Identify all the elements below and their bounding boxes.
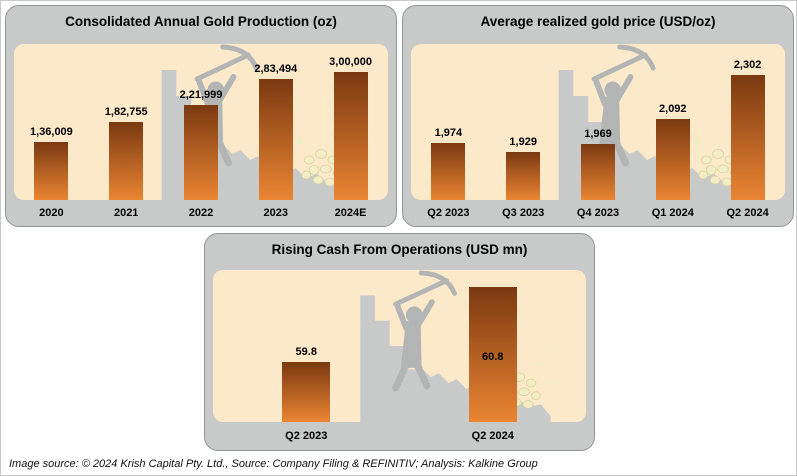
plot-area: 1,974 1,929 1,969 2,092 2,302 — [411, 44, 785, 200]
x-axis-labels: 2020 2021 2022 2023 2024E — [14, 200, 388, 226]
bar-value-label: 1,974 — [434, 127, 463, 139]
bar-q2-2024 — [730, 75, 765, 200]
bar-slot: 1,969 — [561, 44, 636, 200]
bar-q2-2023 — [282, 362, 331, 422]
x-axis-label: Q3 2023 — [502, 207, 545, 219]
bar-q3-2023 — [506, 152, 541, 200]
x-axis-label: Q2 2023 — [285, 430, 328, 442]
bar-value-label: 1,929 — [509, 136, 537, 148]
bar-q2-2023 — [431, 143, 466, 200]
cash-from-operations-chart-panel: Rising Cash From Operations (USD mn) — [204, 233, 595, 451]
bar-slot: 1,929 — [486, 44, 561, 200]
x-axis-label: 2021 — [113, 207, 139, 219]
x-axis-labels: Q2 2023 Q2 2024 — [213, 422, 586, 450]
gold-production-chart-panel: Consolidated Annual Gold Production (oz) — [5, 5, 397, 227]
bar-q2-2024 — [468, 287, 517, 422]
bar-slot: 1,82,755 — [89, 44, 164, 200]
x-axis-label: Q2 2024 — [726, 207, 769, 219]
bar-slot: 2,83,494 — [238, 44, 313, 200]
bar-value-label: 2,83,494 — [254, 63, 298, 75]
bar-2023 — [258, 79, 293, 200]
bar-q4-2023 — [580, 144, 615, 200]
bar-q1-2024 — [655, 119, 690, 200]
miner-icon — [392, 270, 457, 392]
chart-title: Rising Cash From Operations (USD mn) — [271, 242, 528, 257]
chart-title: Consolidated Annual Gold Production (oz) — [65, 14, 337, 29]
x-axis-labels: Q2 2023 Q3 2023 Q4 2023 Q1 2024 Q2 2024 — [411, 200, 785, 226]
bar-value-label: 60.8 — [482, 351, 504, 363]
source-attribution: Image source: © 2024 Krish Capital Pty. … — [9, 458, 538, 470]
x-axis-label: Q4 2023 — [576, 207, 620, 219]
x-axis-label: 2024E — [334, 207, 367, 219]
bars-container: 59.8 60.8 — [213, 270, 586, 422]
bars-container: 1,36,009 1,82,755 2,21,999 2,83,494 3,00,000 — [14, 44, 388, 200]
bar-value-label: 59.8 — [295, 346, 317, 358]
bar-value-label: 1,36,009 — [29, 126, 73, 138]
bar-value-label: 1,82,755 — [104, 106, 148, 118]
x-axis-label: 2023 — [263, 207, 289, 219]
x-axis-label: Q1 2024 — [651, 207, 694, 219]
bar-value-label: 2,21,999 — [179, 89, 223, 101]
bar-value-label: 2,302 — [733, 59, 762, 71]
bar-value-label: 2,092 — [659, 103, 687, 115]
bar-value-label: 1,969 — [584, 128, 612, 140]
bar-2022 — [183, 105, 218, 200]
bar-slot: 2,302 — [710, 44, 785, 200]
bar-2020 — [34, 142, 69, 200]
bar-slot: 2,092 — [635, 44, 710, 200]
bar-slot: 2,21,999 — [164, 44, 239, 200]
bar-value-label: 3,00,000 — [329, 56, 372, 68]
bar-slot: 1,974 — [411, 44, 486, 200]
bar-slot: 3,00,000 — [313, 44, 388, 200]
bar-2024e — [333, 72, 368, 200]
plot-area: 1,36,009 1,82,755 2,21,999 2,83,494 3,00,000 — [14, 44, 388, 200]
x-axis-label: Q2 2024 — [471, 430, 514, 442]
bar-slot: 60.8 — [400, 270, 587, 422]
bar-slot: 59.8 — [213, 270, 400, 422]
bar-2021 — [109, 122, 144, 200]
rock-stairs-shape — [360, 270, 551, 422]
bars-container: 1,974 1,929 1,969 2,092 2,302 — [411, 44, 785, 200]
gold-price-chart-panel: Average realized gold price (USD/oz) — [402, 5, 794, 227]
x-axis-label: 2020 — [39, 207, 64, 219]
plot-area: 59.8 60.8 — [213, 270, 586, 422]
x-axis-label: 2022 — [188, 207, 214, 219]
bar-slot: 1,36,009 — [14, 44, 89, 200]
chart-title: Average realized gold price (USD/oz) — [480, 14, 716, 29]
x-axis-label: Q2 2023 — [427, 207, 470, 219]
